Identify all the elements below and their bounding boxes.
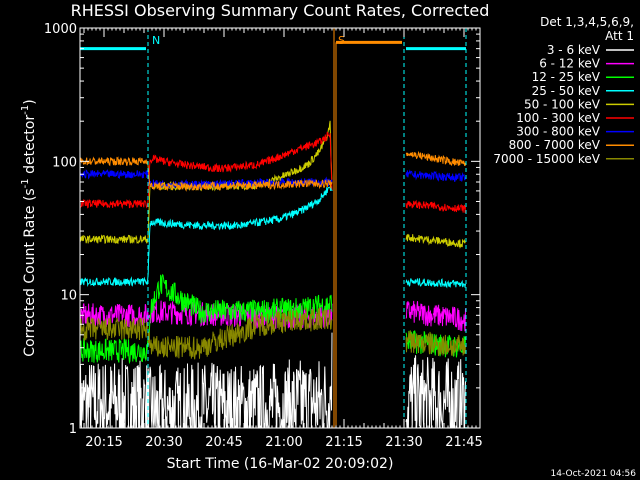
y-tick-label-1000: 1000 bbox=[44, 22, 77, 37]
series-line-7-part-2 bbox=[405, 169, 466, 182]
series-line-2-part-2 bbox=[405, 300, 466, 332]
series-line-4-part-2 bbox=[405, 278, 466, 289]
chart-title: RHESSI Observing Summary Count Rates, Co… bbox=[71, 1, 490, 20]
x-tick-label: 20:45 bbox=[205, 435, 242, 450]
x-tick-label: 21:30 bbox=[385, 435, 422, 450]
legend-entry-label-6: 100 - 300 keV bbox=[516, 111, 600, 125]
legend-entry-label-5: 50 - 100 keV bbox=[524, 97, 601, 111]
legend-entry-label-4: 25 - 50 keV bbox=[532, 84, 601, 98]
legend-entry-label-8: 800 - 7000 keV bbox=[509, 138, 601, 152]
legend-entry-label-7: 300 - 800 keV bbox=[516, 125, 600, 139]
x-tick-label: 20:30 bbox=[145, 435, 182, 450]
legend-entry-label-3: 12 - 25 keV bbox=[532, 70, 601, 84]
x-tick-label: 21:00 bbox=[265, 435, 302, 450]
y-axis-label-mid: detector bbox=[22, 115, 38, 179]
x-axis-label: Start Time (16-Mar-02 20:09:02) bbox=[167, 456, 394, 472]
y-axis-label: Corrected Count Rate (s-1 detector-1) bbox=[20, 99, 38, 356]
footer-timestamp: 14-Oct-2021 04:56 bbox=[551, 469, 637, 479]
series-line-8-part-1 bbox=[79, 156, 333, 192]
series-layer bbox=[79, 120, 466, 429]
legend-entry-label-9: 7000 - 15000 keV bbox=[493, 152, 600, 166]
y-axis-label-sup2: -1 bbox=[20, 105, 31, 115]
legend-entry-label-2: 6 - 12 keV bbox=[539, 57, 601, 71]
legend-header-detectors: Det 1,3,4,5,6,9, bbox=[540, 15, 634, 29]
series-line-9-part-2 bbox=[405, 330, 466, 357]
series-line-9-part-1 bbox=[79, 307, 333, 360]
y-axis-label-end: ) bbox=[22, 99, 38, 104]
marker-label-s: S bbox=[338, 34, 345, 47]
x-tick-label: 21:15 bbox=[325, 435, 362, 450]
series-line-6-part-2 bbox=[405, 199, 466, 213]
series-line-4-part-1 bbox=[79, 186, 333, 288]
series-line-8-part-2 bbox=[405, 150, 466, 166]
y-axis-label-sup1: -1 bbox=[20, 178, 31, 188]
x-tick-label: 20:15 bbox=[85, 435, 122, 450]
y-axis-label-main: Corrected Count Rate (s bbox=[22, 188, 38, 356]
series-line-3-part-1 bbox=[79, 273, 333, 365]
legend-entry-label-1: 3 - 6 keV bbox=[547, 43, 601, 57]
series-line-5-part-2 bbox=[405, 233, 466, 250]
x-axis-ticks: 20:15 20:30 20:45 21:00 21:15 21:30 21:45 bbox=[83, 28, 483, 450]
x-tick-label: 21:45 bbox=[445, 435, 482, 450]
legend-header-attenuator: Att 1 bbox=[605, 29, 634, 43]
y-tick-label-1: 1 bbox=[69, 422, 77, 437]
series-line-6-part-1 bbox=[79, 131, 333, 210]
series-line-1-part-1 bbox=[79, 332, 333, 429]
marker-label-n: N bbox=[152, 34, 160, 47]
y-tick-label-10: 10 bbox=[60, 289, 77, 304]
y-axis-ticks: 1 10 100 1000 bbox=[44, 22, 480, 437]
y-tick-label-100: 100 bbox=[52, 155, 77, 170]
